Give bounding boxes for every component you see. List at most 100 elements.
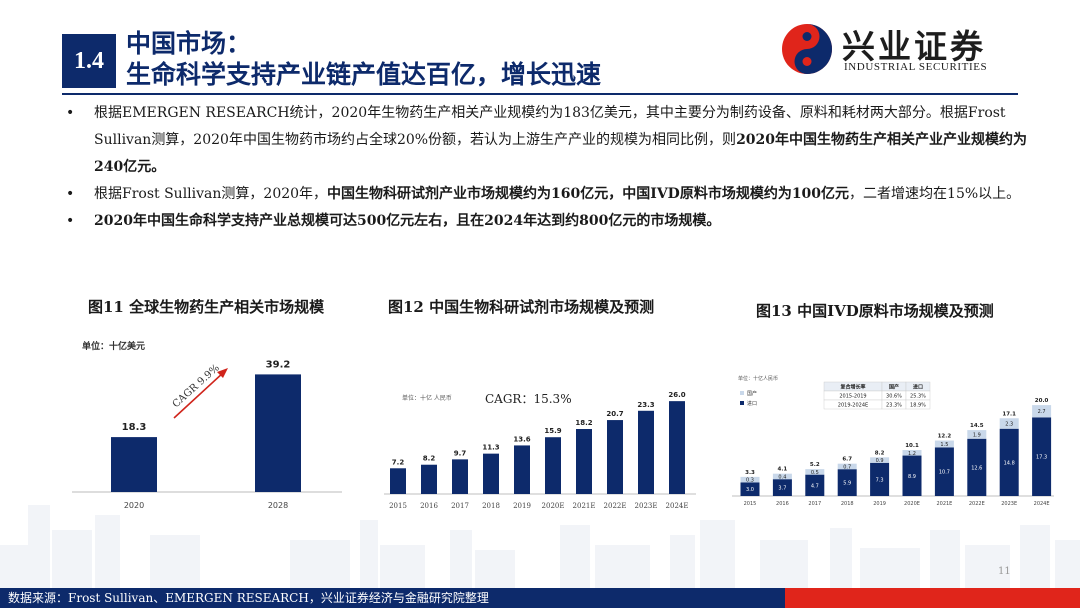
bullet-item: • 根据Frost Sullivan测算，2020年，中国生物科研试剂产业市场规模…	[62, 181, 1032, 208]
cagr-arrow-icon	[173, 371, 225, 419]
bar	[255, 374, 301, 492]
legend-swatch-domestic	[740, 391, 744, 395]
legend-label-domestic: 国产	[747, 390, 757, 397]
bar	[452, 459, 468, 494]
chart-unit-label: 单位：十亿美元	[82, 340, 145, 352]
bar	[669, 401, 685, 494]
legend-label-import: 进口	[747, 400, 757, 407]
bullet-dot-icon: •	[66, 213, 75, 229]
segment-label-domestic: 0.9	[876, 458, 884, 464]
bullet-text-segment: ，二者增速均在15%以上。	[849, 186, 1021, 202]
footer-accent	[785, 588, 1080, 608]
total-label: 6.7	[842, 457, 852, 463]
x-tick-label: 2022E	[969, 501, 985, 507]
legend-swatch-import	[740, 401, 744, 405]
cagr-table-cell: 23.3%	[886, 403, 902, 409]
segment-label-domestic: 1.9	[973, 432, 981, 438]
x-tick-label: 2017	[451, 502, 469, 510]
bar-segment-import	[837, 469, 857, 496]
x-tick-label: 2019	[513, 502, 531, 510]
page-title-line1: 中国市场：	[126, 29, 252, 58]
bar	[421, 464, 437, 494]
cagr-table-header: 进口	[913, 384, 923, 391]
x-tick-label: 2016	[420, 502, 438, 510]
chart-global-biopharma-svg: 单位：十亿美元 18.3 2020 39.2 2028 CAGR 9.9%	[72, 340, 342, 510]
x-tick-label: 2015	[744, 501, 757, 507]
chart-global-biopharma: 单位：十亿美元 18.3 2020 39.2 2028 CAGR 9.9%	[62, 330, 362, 520]
bullet-text-bold: 2020年中国生命科学支持产业总规模可达500亿元左右，且在2024年达到约80…	[94, 213, 721, 229]
total-label: 17.1	[1002, 411, 1016, 417]
total-label: 10.1	[905, 443, 919, 449]
total-label: 8.2	[875, 450, 885, 456]
figure-11-title: 图11 全球生物药生产相关市场规模	[88, 298, 325, 316]
x-tick-label: 2023E	[1001, 501, 1017, 507]
total-label: 12.2	[938, 434, 952, 440]
section-number: 1.4	[62, 34, 116, 88]
chart-cn-research-reagents: 单位：十亿 人民币 CAGR：15.3% 7.2 2015 8.2 2016 9.7 2017…	[380, 372, 700, 520]
x-tick-label: 2023E	[635, 502, 658, 510]
bullet-text: 根据EMERGEN RESEARCH统计，2020年生物药生产相关产业规模约为1…	[94, 105, 1027, 175]
bullet-text: 2020年中国生命科学支持产业总规模可达500亿元左右，且在2024年达到约80…	[94, 213, 720, 229]
logo-text-en: INDUSTRIAL SECURITIES	[844, 61, 988, 73]
segment-label-import: 12.6	[971, 465, 982, 471]
x-tick-label: 2018	[841, 501, 854, 507]
page-title-line2: 生命科学支持产业链产值达百亿，增长迅速	[126, 60, 602, 89]
cagr-table-cell: 18.9%	[910, 403, 926, 409]
bar-segment-import	[870, 462, 890, 496]
bullet-dot-icon: •	[66, 105, 75, 121]
x-tick-label: 2020E	[904, 501, 920, 507]
bar	[576, 429, 592, 494]
data-label: 18.3	[122, 422, 147, 433]
segment-label-import: 5.9	[843, 481, 851, 487]
bar-segment-domestic	[740, 476, 760, 483]
segment-label-domestic: 1.2	[908, 451, 916, 457]
bar-segment-import	[772, 479, 792, 496]
bullet-item: • 2020年中国生命科学支持产业总规模可达500亿元左右，且在2024年达到约8…	[62, 208, 1032, 235]
bullet-text-bold: 2020年中国生物药生产相关产业产业规模约为240亿元。	[94, 132, 1028, 175]
x-tick-label: 2018	[482, 502, 500, 510]
logo-text-cn: 兴业证券	[842, 27, 986, 66]
segment-label-domestic: 0.7	[843, 464, 851, 470]
bullet-text-segment: 根据EMERGEN RESEARCH统计，2020年生物药生产相关产业规模约为1…	[94, 105, 1006, 148]
bar-segment-import	[934, 447, 954, 496]
segment-label-import: 3.0	[746, 487, 754, 493]
segment-label-domestic: 1.5	[940, 442, 948, 448]
cagr-table-cell-bg	[905, 399, 931, 410]
data-label: 7.2	[392, 458, 405, 466]
data-label: 11.3	[482, 444, 499, 452]
bar-segment-import	[967, 438, 987, 496]
bullet-text-bold: 中国生物科研试剂产业市场规模约为160亿元，中国IVD原料市场规模约为100亿元	[327, 186, 850, 202]
data-label: 26.0	[668, 391, 685, 399]
bar-segment-import	[902, 455, 922, 496]
data-label: 8.2	[423, 455, 436, 463]
data-label: 23.3	[637, 401, 654, 409]
segment-label-import: 8.9	[908, 474, 916, 480]
bar-segment-domestic	[1032, 405, 1052, 418]
bar	[514, 445, 530, 494]
chart-unit-label: 单位：十亿人民币	[738, 375, 778, 382]
bullet-dot-icon: •	[66, 186, 75, 202]
bar-segment-import	[740, 482, 760, 496]
x-tick-label: 2024E	[1034, 501, 1050, 507]
bar-segment-import	[1032, 417, 1052, 496]
bar-segment-domestic	[902, 450, 922, 456]
bullet-text: 根据Frost Sullivan测算，2020年，中国生物科研试剂产业市场规模约…	[94, 186, 1020, 202]
cagr-annotation: CAGR：15.3%	[485, 392, 572, 406]
segment-label-import: 10.7	[939, 470, 950, 476]
bar-segment-import	[999, 428, 1019, 496]
bar	[483, 453, 499, 494]
segment-label-import: 14.8	[1004, 460, 1015, 466]
x-tick-label: 2020E	[542, 502, 565, 510]
total-label: 20.0	[1035, 398, 1049, 404]
data-label: 9.7	[454, 449, 467, 457]
bar-segment-domestic	[934, 440, 954, 448]
bar	[111, 437, 157, 492]
total-label: 5.2	[810, 462, 820, 468]
cagr-table-header: 复合增长率	[839, 384, 865, 391]
cagr-arrowhead-icon	[217, 368, 228, 378]
total-label: 14.5	[970, 423, 984, 429]
figure-13-title: 图13 中国IVD原料市场规模及预测	[756, 302, 994, 320]
segment-label-domestic: 2.3	[1005, 422, 1013, 428]
bar	[638, 410, 654, 494]
